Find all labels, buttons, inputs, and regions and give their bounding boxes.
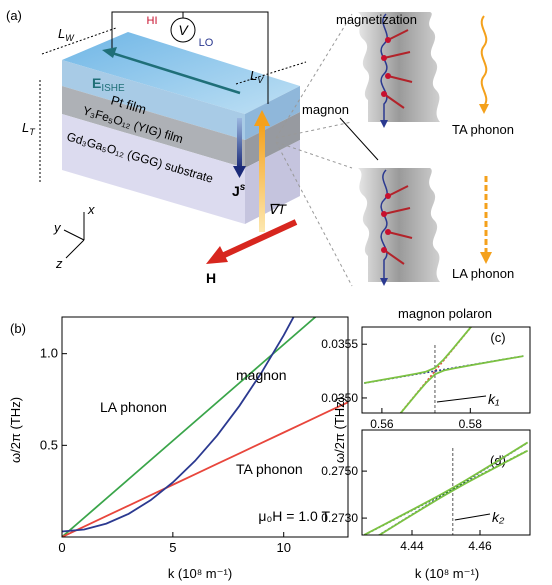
e-ishe-label: EISHE: [92, 75, 125, 94]
annotation: LA phonon: [100, 399, 167, 415]
panel-label: (c): [490, 330, 505, 345]
ggg-side: [245, 140, 300, 224]
e-arrow: [111, 51, 241, 95]
series-line: [62, 401, 348, 537]
annotation: k₂: [492, 509, 505, 525]
y-axis-label: ω/2π (THz): [332, 397, 347, 463]
annotation: μ₀H = 1.0 T: [258, 508, 330, 524]
axis-x-label: x: [87, 202, 95, 217]
lo-label: LO: [199, 37, 214, 49]
series-line: [62, 317, 295, 533]
x-tick-label: 0.58: [459, 417, 483, 431]
plot-frame: [61, 316, 349, 538]
yig-side: [245, 112, 300, 168]
x-axis-label: k (10⁸ m⁻¹): [415, 566, 479, 581]
dim-lv: [235, 61, 307, 85]
js-label: Js: [232, 182, 246, 199]
annotation: k₁: [488, 391, 500, 407]
voltmeter: [170, 17, 196, 43]
wire: [111, 11, 269, 104]
x-tick-label: 5: [169, 540, 176, 555]
e-arrow-head: [102, 47, 117, 58]
series-line: [364, 327, 473, 384]
y-tick-label: 0.0355: [321, 337, 358, 351]
spin-dots: [381, 193, 391, 253]
annotation: magnon: [236, 367, 287, 383]
axis-z-label: z: [55, 256, 63, 271]
crystal-block: [358, 168, 440, 282]
h-arrow: [220, 219, 298, 259]
charts: (b) k (10⁸ m⁻¹) ω/2π (THz) 0 5 10 0.5 1.0 LA pho…: [8, 306, 531, 581]
y-axis-label: ω/2π (THz): [8, 397, 23, 463]
x-tick-label: 0.56: [370, 417, 394, 431]
wave-head: [380, 120, 388, 128]
annotation: TA phonon: [236, 461, 303, 477]
x-tick-label: 10: [276, 540, 290, 555]
plot-frame: [361, 326, 531, 414]
axis-y-label: y: [53, 220, 62, 235]
spin-dots: [381, 37, 391, 97]
wave-head: [380, 278, 388, 286]
y-tick-label: 0.5: [40, 437, 58, 452]
ta-label: TA phonon: [452, 122, 514, 137]
lv-label: LV: [250, 68, 264, 85]
annotation-pointer: [454, 513, 491, 521]
pt-layer: [62, 60, 245, 140]
h-label: H: [206, 270, 216, 286]
series-line: [62, 317, 317, 537]
spins: [383, 29, 413, 109]
js-arrow: [237, 118, 242, 168]
h-arrow-head: [206, 246, 228, 264]
yig-layer: [62, 86, 245, 168]
pt-side: [245, 86, 300, 140]
panel-label: (b): [10, 321, 26, 336]
y-tick-label: 0.2750: [321, 464, 358, 478]
hi-label: HI: [147, 15, 158, 27]
ta-wave: [480, 15, 488, 107]
magnon-leader: [339, 117, 379, 161]
crystal-block: [358, 12, 440, 122]
ta-head: [479, 104, 489, 114]
chart-title: magnon polaron: [398, 306, 492, 321]
lt-label: LT: [22, 120, 36, 137]
y-tick-label: 0.0350: [321, 391, 358, 405]
la-label: LA phonon: [452, 266, 514, 281]
series-line: [377, 449, 529, 535]
gradt-arrow-head: [254, 110, 270, 126]
annotation-pointer: [436, 395, 487, 403]
x-tick-label: 4.44: [400, 539, 424, 553]
lw-label: LW: [58, 26, 75, 43]
x-axis-label: k (10⁸ m⁻¹): [168, 566, 232, 581]
gradt-label: ∇T: [268, 201, 287, 217]
x-tick-label: 4.46: [468, 539, 492, 553]
spins: [383, 185, 413, 265]
pt-top: [62, 32, 300, 114]
series-line: [363, 441, 529, 535]
voltmeter-label: V: [178, 22, 189, 38]
x-tick-label: 0: [58, 540, 65, 555]
la-head: [480, 252, 492, 264]
panel-a: (a) V HI LO LW LV LT EISHE Pt film Y₃Fe₅…: [6, 8, 514, 287]
dim-lw: [41, 27, 117, 55]
series-line: [399, 355, 524, 413]
js-arrow-head: [233, 166, 246, 178]
y-tick-label: 1.0: [40, 346, 58, 361]
zoom-line: [275, 13, 353, 287]
coord-axes: [63, 212, 85, 259]
magnon-label: magnon: [302, 102, 349, 117]
panel-label: (a): [6, 8, 22, 23]
gradt-arrow: [259, 124, 265, 232]
plot-frame: [361, 429, 531, 536]
y-tick-label: 0.2730: [321, 511, 358, 525]
ggg-layer: [62, 114, 245, 224]
magnetization-label: magnetization: [336, 12, 417, 27]
